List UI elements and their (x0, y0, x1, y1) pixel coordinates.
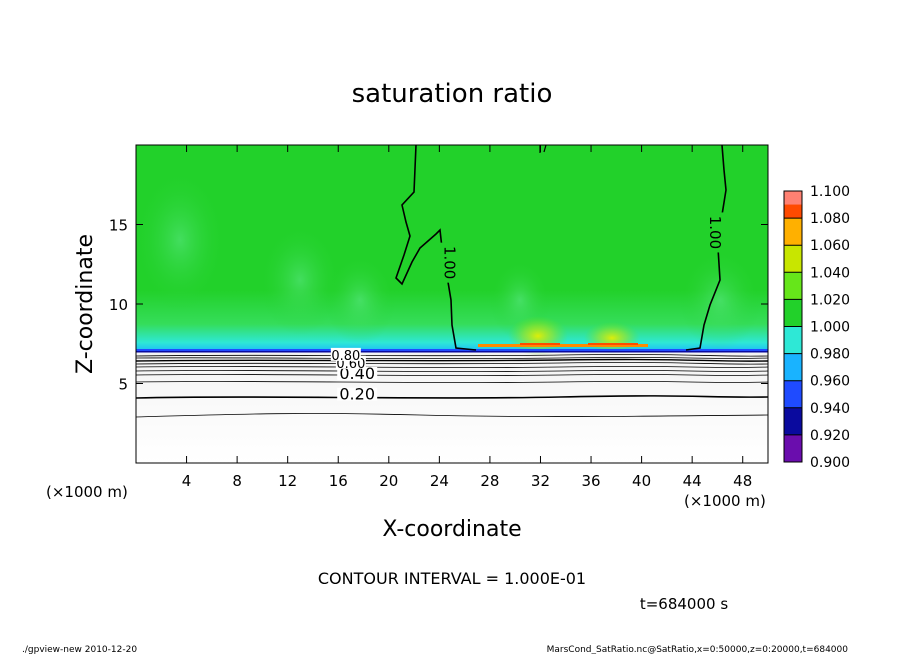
chart-title: saturation ratio (352, 79, 553, 109)
colorbar-label: 1.000 (810, 320, 850, 336)
x-tick-label: 36 (581, 472, 600, 490)
colorbar-segment (784, 407, 802, 435)
boundary-hot (478, 344, 648, 347)
contour-line (136, 357, 768, 360)
y-tick-label: 15 (109, 217, 128, 235)
x-axis: 4 8 12 16 20 24 28 32 36 40 44 48 (182, 145, 752, 490)
x-tick-label: 48 (733, 472, 752, 490)
colorbar-segment (784, 218, 802, 246)
y-tick-label: 5 (118, 376, 128, 394)
contour-labels: 1.001.000.200.400.600.80 (330, 212, 724, 404)
colorbar-label: 0.980 (810, 347, 850, 363)
x-tick-label: 40 (632, 472, 651, 490)
colorbar-cap (784, 191, 802, 205)
x-axis-label: X-coordinate (382, 517, 521, 542)
colorbar-segment (784, 299, 802, 327)
colorbar-label: 1.080 (810, 211, 850, 227)
contour-line (136, 381, 768, 383)
lower-field (136, 351, 768, 463)
x-tick-label: 12 (278, 472, 297, 490)
colorbar-label: 1.060 (810, 238, 850, 254)
x-tick-label: 32 (531, 472, 550, 490)
x-tick-label: 44 (683, 472, 702, 490)
boundary-band (136, 349, 768, 351)
field-texture (680, 250, 760, 350)
contour-label-text: 1.00 (706, 216, 724, 249)
colorbar: 0.900 0.920 0.940 0.960 0.980 1.000 1.020 1.040… (783, 184, 850, 471)
colorbar-label: 1.040 (810, 265, 850, 281)
colorbar-label: 0.900 (810, 455, 850, 471)
contour-label: 0.20 (337, 385, 378, 404)
contour-label-text: 1.00 (440, 246, 458, 279)
colorbar-label: 0.940 (810, 401, 850, 417)
time-label: t=684000 s (640, 595, 728, 613)
contour-label: 0.80 (330, 347, 361, 364)
plot-area (136, 145, 768, 463)
contour-label: 1.00 (705, 212, 724, 253)
contour-line (136, 413, 768, 418)
contour-line (136, 374, 768, 376)
y-axis-unit: (×1000 m) (684, 492, 766, 510)
colorbar-segment (784, 245, 802, 273)
boundary-hot (520, 343, 560, 345)
colorbar-label: 0.920 (810, 428, 850, 444)
field-texture (325, 255, 395, 345)
footer-right: MarsCond_SatRatio.nc@SatRatio,x=0:50000,… (547, 645, 849, 654)
boundary-band (136, 351, 768, 353)
colorbar-label: 1.100 (810, 184, 850, 200)
x-tick-label: 4 (182, 472, 192, 490)
x-tick-label: 8 (232, 472, 242, 490)
contour-interval: CONTOUR INTERVAL = 1.000E-01 (318, 569, 586, 588)
contour-line (136, 370, 768, 372)
colorbar-segment (784, 353, 802, 381)
contour-label-text: 0.80 (331, 349, 360, 364)
colorbar-segment (784, 380, 802, 408)
contour-line (136, 354, 768, 357)
colorbar-label: 0.960 (810, 374, 850, 390)
contour-line-1.00 (685, 145, 727, 351)
x-axis-unit: (×1000 m) (46, 483, 128, 501)
field-texture (260, 225, 340, 335)
colorbar-segment (784, 326, 802, 354)
contour-line (136, 395, 768, 399)
contour-line (136, 362, 768, 365)
colorbar-label: 1.020 (810, 292, 850, 308)
y-axis: 5 10 15 (109, 217, 768, 394)
boundary-hot (588, 343, 638, 345)
x-tick-label: 24 (430, 472, 449, 490)
field-texture (136, 170, 225, 310)
x-tick-label: 28 (480, 472, 499, 490)
contour-line-1.00 (395, 145, 477, 351)
contour-line (136, 358, 768, 362)
y-axis-label: Z-coordinate (73, 234, 98, 374)
y-tick-label: 10 (109, 296, 128, 314)
colorbar-segment (784, 272, 802, 300)
footer-left: ./gpview-new 2010-12-20 (22, 645, 137, 654)
contour-label: 1.00 (440, 242, 459, 283)
x-tick-label: 16 (329, 472, 348, 490)
contour-line (136, 366, 768, 368)
colorbar-segment (784, 434, 802, 462)
x-tick-label: 20 (379, 472, 398, 490)
contour-label-text: 0.20 (339, 385, 375, 404)
